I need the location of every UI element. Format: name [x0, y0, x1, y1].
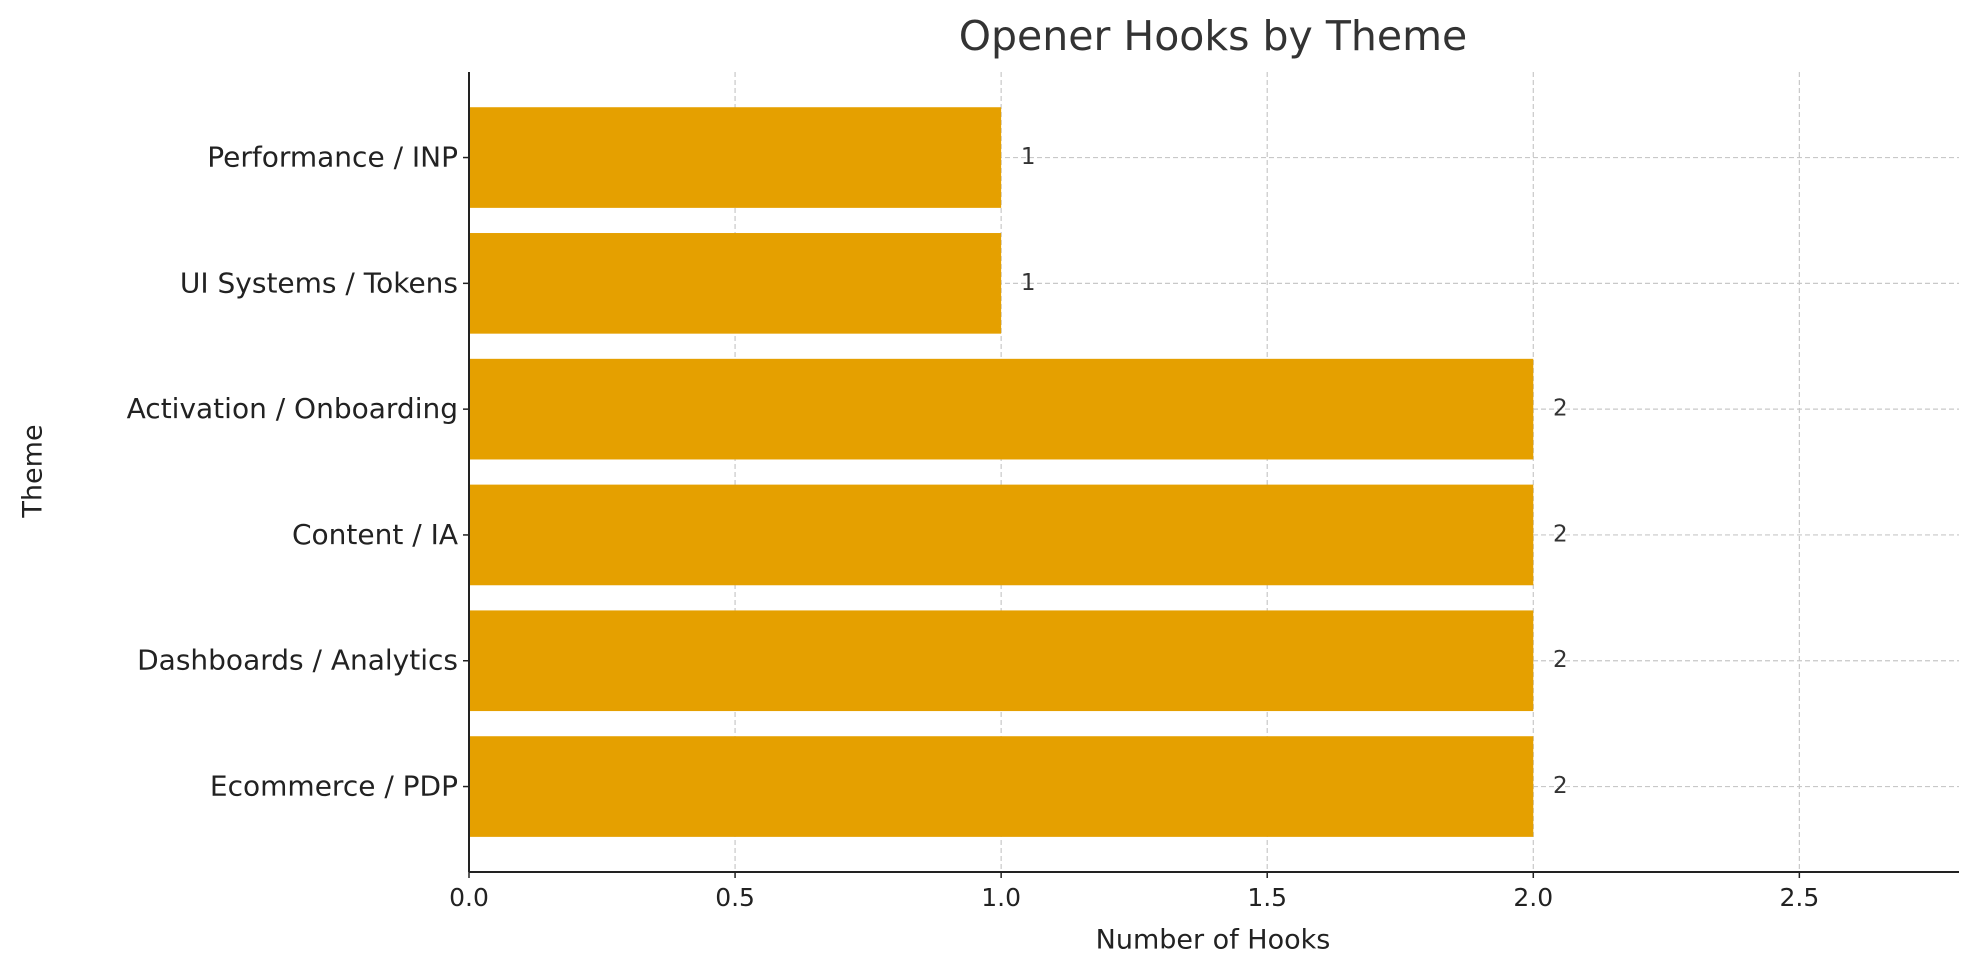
- bar: [469, 233, 1002, 334]
- y-axis-label: Theme: [18, 424, 49, 518]
- y-tick-label: Ecommerce / PDP: [210, 770, 458, 803]
- bar: [469, 107, 1002, 208]
- bar: [469, 736, 1534, 837]
- x-tick-label: 1.0: [981, 883, 1021, 912]
- y-tick-label: Activation / Onboarding: [127, 392, 458, 425]
- value-label: 2: [1553, 773, 1568, 799]
- value-label: 1: [1021, 270, 1036, 296]
- x-tick-label: 2.0: [1513, 883, 1553, 912]
- value-label: 1: [1021, 144, 1036, 170]
- x-tick-label: 0.5: [715, 883, 755, 912]
- x-tick-label: 1.5: [1247, 883, 1287, 912]
- x-tick-label: 2.5: [1779, 883, 1819, 912]
- value-label: 2: [1553, 396, 1568, 422]
- value-label: 2: [1553, 521, 1568, 547]
- bar: [469, 484, 1534, 586]
- y-tick-label: UI Systems / Tokens: [180, 266, 458, 299]
- y-tick-label: Performance / INP: [207, 141, 458, 174]
- value-label: 2: [1553, 647, 1568, 673]
- bar: [469, 358, 1534, 460]
- y-tick-label: Dashboards / Analytics: [137, 644, 458, 677]
- x-tick-label: 0.0: [449, 883, 489, 912]
- bar: [469, 610, 1534, 712]
- y-tick-label: Content / IA: [292, 518, 458, 551]
- chart-title: Opener Hooks by Theme: [959, 12, 1468, 60]
- x-axis-label: Number of Hooks: [1096, 925, 1331, 956]
